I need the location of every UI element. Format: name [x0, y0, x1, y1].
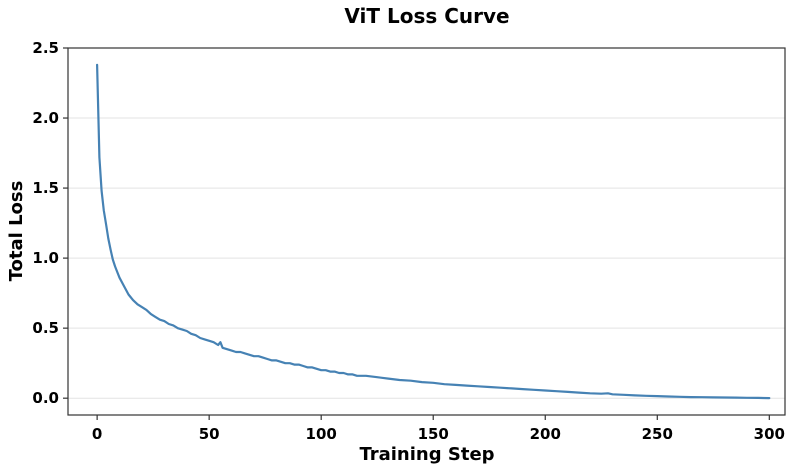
y-tick-label: 1.5: [32, 179, 59, 197]
plot-frame: [67, 47, 786, 416]
series-layer: [96, 63, 771, 400]
x-axis-ticks: 0 50 100 150 200 250 300: [92, 415, 785, 443]
x-tick-label: 200: [530, 425, 561, 443]
x-tick-label: 150: [418, 425, 449, 443]
x-tick-label: 300: [754, 425, 785, 443]
x-axis-label: Training Step: [359, 444, 494, 465]
x-tick-label: 50: [199, 425, 220, 443]
y-tick-label: 0.0: [32, 389, 59, 407]
y-axis-label: Total Loss: [6, 181, 27, 282]
y-tick-label: 0.5: [32, 319, 59, 337]
x-tick-label: 0: [92, 425, 102, 443]
y-tick-label: 1.0: [32, 249, 59, 267]
y-axis-ticks: 0.0 0.5 1.0 1.5 2.0 2.5: [32, 39, 68, 407]
y-tick-label: 2.0: [32, 109, 59, 127]
x-tick-label: 250: [642, 425, 673, 443]
chart-title: ViT Loss Curve: [344, 4, 509, 28]
y-tick-label: 2.5: [32, 39, 59, 57]
loss-series-line: [96, 63, 771, 400]
grid-lines: [68, 47, 785, 399]
x-tick-label: 100: [306, 425, 337, 443]
